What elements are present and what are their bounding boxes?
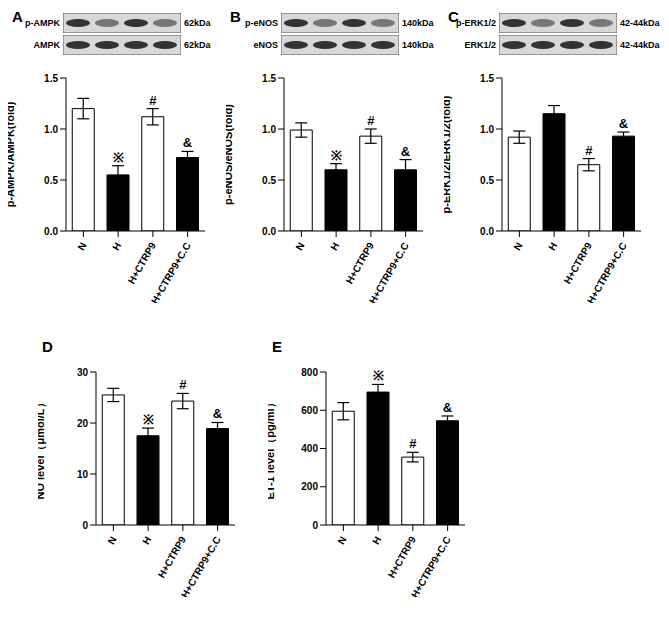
- svg-text:1.5: 1.5: [44, 73, 58, 84]
- svg-text:p-eNOS/eNOS(fold): p-eNOS/eNOS(fold): [226, 104, 234, 205]
- html-text:62kDa: 62kDa: [184, 40, 211, 50]
- svg-text:H+CTRP9+C.C: H+CTRP9+C.C: [585, 241, 629, 304]
- svg-text:0.5: 0.5: [44, 175, 58, 186]
- svg-text:&: &: [619, 116, 628, 131]
- svg-text:#: #: [409, 436, 417, 451]
- svg-text:0.5: 0.5: [262, 175, 276, 186]
- svg-text:N: N: [335, 535, 348, 547]
- svg-text:H+CTRP9+C.C: H+CTRP9+C.C: [367, 241, 411, 304]
- svg-text:30: 30: [77, 367, 89, 378]
- svg-text:1.0: 1.0: [262, 124, 276, 135]
- html-text:E: E: [272, 338, 282, 355]
- svg-text:1.5: 1.5: [262, 73, 276, 84]
- svg-text:0: 0: [82, 520, 88, 531]
- html-text:42-44kDa: 42-44kDa: [620, 18, 660, 28]
- svg-text:#: #: [585, 143, 593, 158]
- svg-text:N: N: [75, 241, 88, 253]
- html-text:42-44kDa: 42-44kDa: [620, 40, 660, 50]
- svg-text:&: &: [183, 135, 192, 150]
- svg-text:10: 10: [77, 469, 89, 480]
- svg-text:0.0: 0.0: [44, 226, 58, 237]
- svg-text:N: N: [511, 241, 524, 253]
- html-text:AMPK: AMPK: [33, 40, 60, 50]
- svg-text:600: 600: [301, 405, 318, 416]
- html-text:Ap-AMPK: Ap-AMPK: [12, 8, 60, 28]
- svg-text:p-ERK1/2/ERK1/2(fold): p-ERK1/2/ERK1/2(fold): [444, 95, 452, 213]
- svg-text:1.0: 1.0: [480, 124, 494, 135]
- svg-text:20: 20: [77, 418, 89, 429]
- svg-text:#: #: [367, 113, 375, 128]
- svg-text:H+CTRP9+C.C: H+CTRP9+C.C: [149, 241, 193, 304]
- html-text:ERK1/2: ERK1/2: [464, 40, 496, 50]
- svg-text:400: 400: [301, 443, 318, 454]
- svg-text:200: 200: [301, 481, 318, 492]
- svg-text:800: 800: [301, 367, 318, 378]
- svg-text:NO level（μmol/L）: NO level（μmol/L）: [38, 397, 47, 499]
- svg-text:0.0: 0.0: [262, 226, 276, 237]
- svg-text:※: ※: [143, 412, 154, 427]
- svg-text:ET-1 level（pg/ml）: ET-1 level（pg/ml）: [268, 397, 277, 499]
- svg-text:H: H: [370, 535, 383, 547]
- svg-text:1.5: 1.5: [480, 73, 494, 84]
- svg-text:H: H: [328, 241, 341, 253]
- svg-text:H: H: [110, 241, 123, 253]
- svg-text:&: &: [213, 406, 222, 421]
- svg-text:H+CTRP9+C.C: H+CTRP9+C.C: [409, 535, 453, 598]
- svg-text:&: &: [401, 144, 410, 159]
- svg-text:※: ※: [113, 150, 124, 165]
- svg-text:0.5: 0.5: [480, 175, 494, 186]
- svg-text:H+CTRP9: H+CTRP9: [344, 240, 377, 286]
- svg-text:H+CTRP9: H+CTRP9: [156, 534, 189, 580]
- svg-text:H+CTRP9: H+CTRP9: [126, 240, 159, 286]
- html-text:p-ERK1/2: p-ERK1/2: [456, 18, 496, 28]
- svg-text:H: H: [140, 535, 153, 547]
- html-text:B p-eNOS: B p-eNOS: [230, 8, 278, 28]
- svg-text:#: #: [179, 377, 187, 392]
- html-text:140kDa: 140kDa: [402, 40, 434, 50]
- svg-text:H+CTRP9: H+CTRP9: [386, 534, 419, 580]
- svg-text:0.0: 0.0: [480, 226, 494, 237]
- svg-text:N: N: [293, 241, 306, 253]
- svg-text:0: 0: [312, 520, 318, 531]
- svg-text:#: #: [149, 93, 157, 108]
- svg-text:H: H: [546, 241, 559, 253]
- svg-text:H+CTRP9+C.C: H+CTRP9+C.C: [179, 535, 223, 598]
- svg-text:p-AMPK/AMPK(fold): p-AMPK/AMPK(fold): [8, 101, 16, 207]
- svg-text:※: ※: [373, 368, 384, 383]
- svg-text:※: ※: [331, 148, 342, 163]
- html-text:D: D: [42, 338, 53, 355]
- html-text:62kDa: 62kDa: [184, 18, 211, 28]
- html-text:C: C: [448, 8, 459, 25]
- svg-text:N: N: [105, 535, 118, 547]
- svg-text:1.0: 1.0: [44, 124, 58, 135]
- svg-text:H+CTRP9: H+CTRP9: [562, 240, 595, 286]
- svg-text:&: &: [443, 400, 452, 415]
- html-text:140kDa: 140kDa: [402, 18, 434, 28]
- html-text:eNOS: eNOS: [253, 40, 278, 50]
